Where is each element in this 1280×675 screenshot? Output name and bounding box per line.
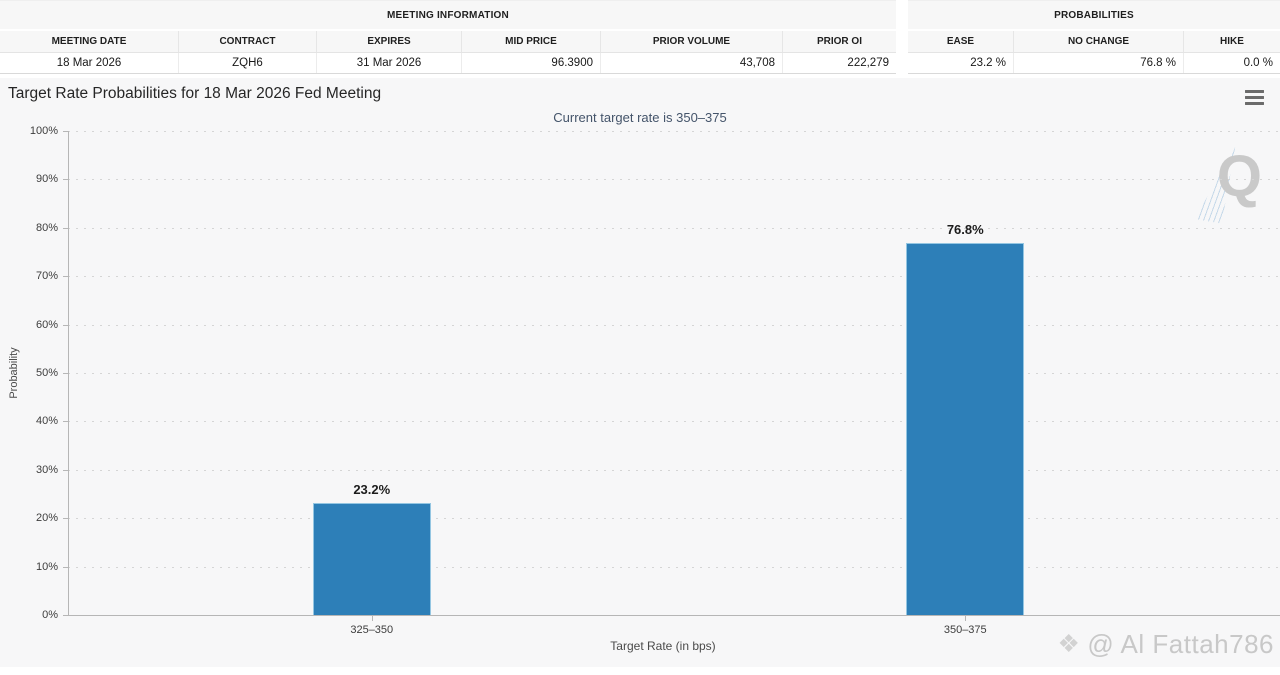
credit-watermark: ❖ @ Al Fattah786: [1057, 629, 1274, 660]
value-contract: ZQH6: [178, 53, 316, 73]
x-tick-350–375: [965, 616, 967, 621]
bar-value-label: 23.2%: [353, 481, 391, 497]
probabilities-table-title: PROBABILITIES: [908, 0, 1280, 29]
probabilities-table: PROBABILITIES EASE NO CHANGE HIKE 23.2 %…: [908, 0, 1280, 74]
y-tick-60: [63, 324, 68, 326]
probabilities-value-row: 23.2 % 76.8 % 0.0 %: [908, 52, 1280, 74]
gridline-100: [68, 131, 1280, 132]
gridline-90: [68, 179, 1280, 181]
y-tick-label-10: 10%: [35, 560, 58, 573]
meeting-info-header-row: MEETING DATE CONTRACT EXPIRES MID PRICE …: [0, 31, 896, 52]
y-tick-20: [63, 518, 68, 520]
gridline-20: [68, 518, 1280, 520]
bar-value-label: 76.8%: [946, 222, 984, 238]
x-axis-line: [68, 615, 1280, 616]
header-hike: HIKE: [1183, 31, 1280, 52]
chart-menu-button[interactable]: [1245, 90, 1264, 105]
diamond-badge-icon: ❖: [1057, 630, 1081, 658]
value-no-change: 76.8 %: [1013, 53, 1183, 73]
value-expires: 31 Mar 2026: [316, 53, 461, 73]
gridline-40: [68, 421, 1280, 423]
header-mid-price: MID PRICE: [461, 31, 600, 52]
header-expires: EXPIRES: [316, 31, 461, 52]
header-meeting-date: MEETING DATE: [51, 36, 127, 47]
y-tick-40: [63, 421, 68, 423]
bar-325–350[interactable]: [312, 502, 431, 615]
y-tick-label-20: 20%: [35, 512, 58, 525]
y-tick-10: [63, 566, 68, 568]
hamburger-icon: [1245, 96, 1264, 99]
y-tick-label-90: 90%: [35, 173, 58, 186]
x-tick-325–350: [371, 616, 373, 621]
y-tick-label-40: 40%: [35, 415, 58, 428]
y-tick-label-60: 60%: [35, 318, 58, 331]
meeting-info-table-title: MEETING INFORMATION: [0, 0, 896, 29]
y-tick-30: [63, 469, 68, 471]
q-logo-icon: Q: [1216, 144, 1262, 209]
y-tick-label-50: 50%: [35, 367, 58, 379]
meeting-info-value-row: 18 Mar 2026 ZQH6 31 Mar 2026 96.3900 43,…: [0, 52, 896, 74]
y-tick-label-70: 70%: [35, 270, 58, 283]
value-ease: 23.2 %: [970, 57, 1006, 69]
chart-title: Target Rate Probabilities for 18 Mar 202…: [8, 85, 382, 102]
gridline-10: [68, 566, 1280, 568]
y-tick-label-100: 100%: [29, 125, 58, 137]
x-axis-title: Target Rate (in bps): [610, 639, 716, 653]
y-tick-90: [63, 179, 68, 181]
hamburger-icon: [1245, 102, 1264, 105]
header-no-change: NO CHANGE: [1013, 31, 1183, 52]
chart-panel: Target Rate Probabilities for 18 Mar 202…: [0, 78, 1280, 667]
probabilities-header-row: EASE NO CHANGE HIKE: [908, 31, 1280, 52]
x-category-label: 350–375: [943, 624, 987, 636]
gridline-70: [68, 276, 1280, 278]
value-hike: 0.0 %: [1183, 53, 1280, 73]
y-tick-label-0: 0%: [42, 609, 58, 621]
quikstrike-watermark: Q: [1196, 140, 1266, 226]
header-contract: CONTRACT: [178, 31, 316, 52]
meeting-info-table: MEETING INFORMATION MEETING DATE CONTRAC…: [0, 0, 896, 74]
y-tick-70: [63, 276, 68, 278]
gridline-50: [68, 373, 1280, 374]
gridline-60: [68, 324, 1280, 326]
chart-subtitle: Current target rate is 350–375: [553, 110, 727, 125]
y-tick-label-30: 30%: [35, 463, 58, 476]
value-meeting-date: 18 Mar 2026: [56, 57, 122, 69]
gridline-80: [68, 227, 1280, 229]
credit-text: @ Al Fattah786: [1087, 629, 1274, 659]
header-prior-oi: PRIOR OI: [782, 31, 896, 52]
y-tick-label-80: 80%: [35, 221, 58, 234]
header-ease: EASE: [946, 36, 975, 47]
y-tick-80: [63, 227, 68, 229]
y-axis-line: [68, 131, 69, 615]
header-prior-volume: PRIOR VOLUME: [600, 31, 782, 52]
value-mid-price: 96.3900: [461, 53, 600, 73]
value-prior-oi: 222,279: [782, 53, 896, 73]
y-tick-100: [63, 131, 68, 132]
value-prior-volume: 43,708: [600, 53, 782, 73]
hamburger-icon: [1245, 90, 1264, 93]
gridline-30: [68, 469, 1280, 471]
x-category-label: 325–350: [350, 624, 394, 636]
bar-350–375[interactable]: [906, 243, 1025, 615]
y-tick-0: [63, 615, 68, 616]
y-tick-50: [63, 373, 68, 374]
